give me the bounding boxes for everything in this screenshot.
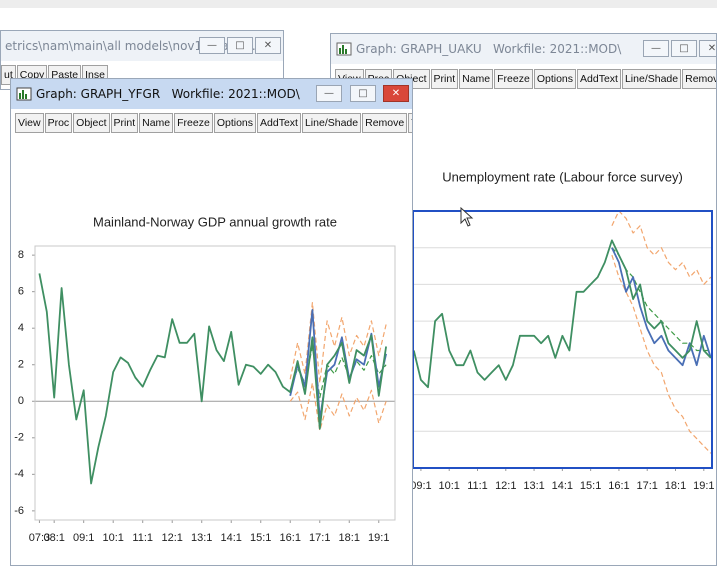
y-tick-label: -4 [14, 468, 24, 480]
mouse-cursor [460, 207, 474, 227]
toolbar-button[interactable]: Object [73, 113, 110, 133]
minimize-button[interactable]: — [199, 37, 225, 54]
x-tick-label: 08:1 [43, 532, 64, 544]
minimize-button[interactable]: — [643, 40, 669, 57]
y-tick-label: 4 [18, 322, 24, 334]
x-tick-label: 12:1 [495, 480, 516, 492]
y-tick-label: -6 [14, 505, 24, 517]
toolbar-button[interactable]: Print [110, 113, 139, 133]
x-tick-label: 17:1 [309, 532, 330, 544]
y-tick-label: 2 [18, 359, 24, 371]
x-tick-label: 14:1 [221, 532, 242, 544]
chart: Mainland-Norway GDP annual growth rate 8 6… [14, 214, 396, 544]
toolbar-button[interactable]: Options [533, 69, 577, 89]
series-line [611, 254, 712, 454]
series-line [289, 302, 387, 384]
x-tick-label: 12:1 [162, 532, 183, 544]
graph-icon [336, 42, 352, 56]
close-button[interactable]: ✕ [383, 85, 409, 102]
graph-icon [16, 87, 32, 101]
x-tick-label: 13:1 [523, 480, 544, 492]
x-tick-label: 16:1 [608, 480, 629, 492]
maximize-button[interactable]: □ [227, 37, 253, 54]
series-line [611, 210, 712, 285]
x-tick-label: 13:1 [191, 532, 212, 544]
toolbar-button[interactable]: Freeze [174, 113, 213, 133]
toolbar-button[interactable]: Remove [682, 69, 716, 89]
toolbar-button[interactable]: AddText [577, 69, 621, 89]
x-tick-label: 10:1 [102, 532, 123, 544]
toolbar-button[interactable]: Print [430, 69, 459, 89]
gdp-window[interactable]: Graph: GRAPH_YFGR Workfile: 2021::MOD\ —… [10, 78, 413, 566]
toolbar-button[interactable]: Name [459, 69, 494, 89]
x-tick-label: 09:1 [73, 532, 94, 544]
series-line [38, 273, 387, 485]
x-tick-label: 19:1 [693, 480, 714, 492]
x-tick-label: 10:1 [438, 480, 459, 492]
toolbar-button[interactable]: AddText [257, 113, 301, 133]
plot-area [35, 246, 395, 520]
close-button[interactable]: ✕ [699, 40, 716, 57]
x-tick-label: 11:1 [467, 480, 488, 492]
maximize-button[interactable]: □ [350, 85, 376, 102]
desktop-strip [0, 0, 717, 8]
toolbar-button[interactable]: Name [139, 113, 174, 133]
x-tick-label: 15:1 [580, 480, 601, 492]
x-tick-label: 18:1 [339, 532, 360, 544]
series-line [289, 345, 387, 399]
y-tick-label: -2 [14, 432, 24, 444]
series-line [289, 382, 387, 432]
x-tick-label: 07:3 [29, 532, 50, 544]
y-tick-label: 6 [18, 286, 24, 298]
toolbar-button[interactable]: View [15, 113, 44, 133]
toolbar-button[interactable]: Remove [362, 113, 408, 133]
x-tick-label: 15:1 [250, 532, 271, 544]
y-tick-label: 8 [18, 249, 24, 261]
background-window[interactable]: etrics\nam\main\all models\nov19\nam2...… [0, 30, 284, 90]
y-tick-label: 0 [18, 395, 24, 407]
x-tick-label: 14:1 [552, 480, 573, 492]
toolbar-button[interactable]: Freeze [494, 69, 533, 89]
x-tick-label: 09:1 [410, 480, 431, 492]
chart-title: Mainland-Norway GDP annual growth rate [93, 214, 337, 229]
chart-title: Unemployment rate (Labour force survey) [442, 169, 683, 184]
minimize-button[interactable]: — [316, 85, 342, 102]
x-tick-label: 17:1 [637, 480, 658, 492]
x-tick-label: 16:1 [280, 532, 301, 544]
x-tick-label: 18:1 [665, 480, 686, 492]
x-tick-label: 19:1 [368, 532, 389, 544]
title-bar[interactable]: etrics\nam\main\all models\nov19\nam2... [1, 31, 283, 61]
toolbar-button[interactable]: Line/Shade [621, 69, 682, 89]
series-line [611, 247, 712, 367]
x-tick-label: 11:1 [132, 532, 153, 544]
title-bar[interactable]: Graph: GRAPH_YFGR Workfile: 2021::MOD\ [11, 79, 412, 109]
window-title: Graph: GRAPH_UAKU Workfile: 2021::MOD\ [356, 42, 622, 56]
window-title: Graph: GRAPH_YFGR Workfile: 2021::MOD\ [36, 87, 300, 101]
toolbar-button[interactable]: Line/Shade [301, 113, 362, 133]
toolbar-button[interactable]: Options [213, 113, 257, 133]
toolbar-button[interactable]: Proc [44, 113, 73, 133]
series-line [412, 239, 712, 389]
window-title: etrics\nam\main\all models\nov19\nam2... [5, 39, 260, 53]
maximize-button[interactable]: □ [671, 40, 697, 57]
chart: Unemployment rate (Labour force survey) 0… [410, 169, 714, 492]
plot-frame [34, 245, 396, 521]
toolbar-button[interactable]: Template [408, 113, 412, 133]
plot-frame [412, 210, 713, 469]
close-button[interactable]: ✕ [255, 37, 281, 54]
